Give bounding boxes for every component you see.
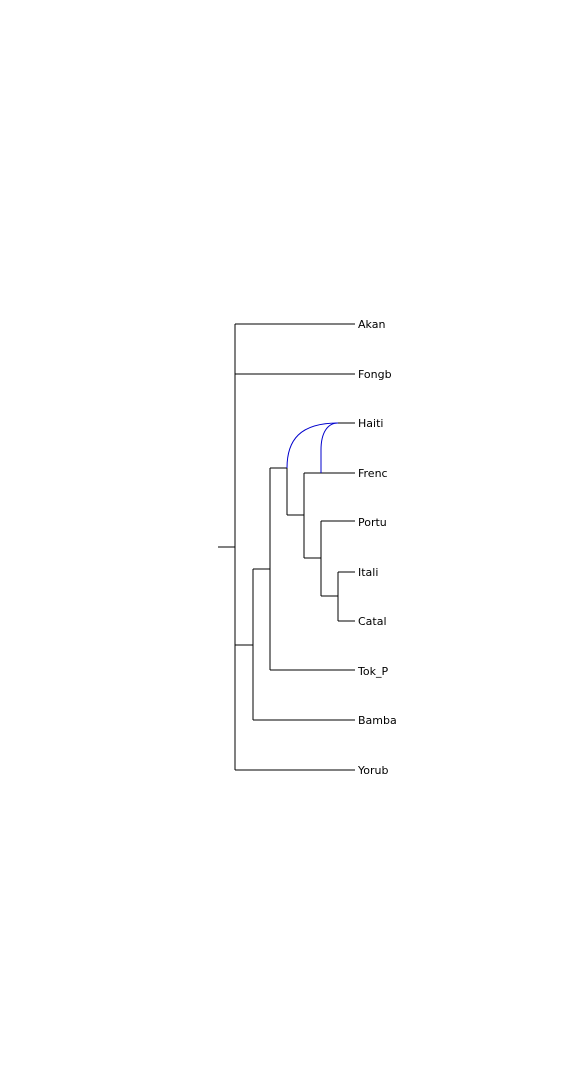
tip-label-fongb: Fongb [358,368,392,381]
tip-label-tokp: Tok_P [357,665,388,678]
tip-label-bamba: Bamba [358,714,397,727]
tip-label-itali: Itali [358,566,378,579]
tip-label-catal: Catal [358,615,387,628]
reticulation-arc-inner [320,422,339,473]
tip-label-portu: Portu [358,516,387,529]
tip-label-akan: Akan [358,318,385,331]
reticulation-arc-outer [286,422,339,469]
tip-label-yorub: Yorub [357,764,388,777]
tip-label-frenc: Frenc [358,467,388,480]
tip-label-haiti: Haiti [358,417,383,430]
